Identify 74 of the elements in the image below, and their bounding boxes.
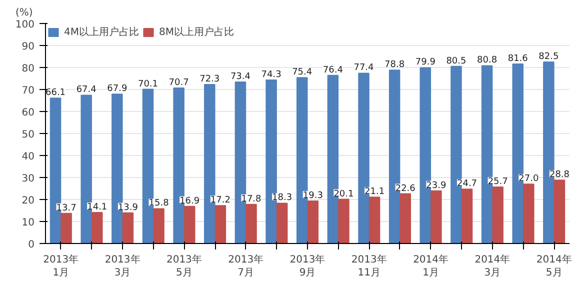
data-label: 70.7 [168, 78, 189, 88]
data-label: 27.0 [518, 174, 539, 184]
data-label: 70.1 [138, 79, 158, 90]
y-tick-label: 60 [22, 108, 35, 118]
data-label: 16.9 [180, 196, 200, 206]
x-tick-label: 2014年 3月 [474, 254, 510, 279]
bar [214, 205, 226, 244]
x-tick-label: 2013年 1月 [43, 254, 79, 279]
x-tick-label: 2014年 5月 [536, 254, 572, 279]
data-label: 24.7 [456, 179, 478, 190]
data-label: 19.3 [302, 191, 323, 202]
bar [492, 186, 504, 244]
data-label: 72.3 [200, 74, 220, 84]
data-label: 77.4 [354, 63, 374, 74]
data-label: 80.5 [446, 56, 466, 66]
data-label: 20.1 [334, 189, 354, 200]
data-label: 76.4 [322, 65, 344, 76]
x-tick-label: 2013年 7月 [228, 254, 264, 279]
data-label: 28.8 [549, 170, 570, 180]
y-tick-label: 0 [28, 240, 35, 250]
data-label: 67.9 [107, 84, 128, 94]
bar [461, 188, 473, 244]
data-label: 73.4 [230, 72, 251, 82]
x-tick-label: 2013年 9月 [290, 254, 326, 279]
bar [92, 212, 103, 244]
y-tick-label: 10 [22, 218, 35, 228]
y-tick-label: 90 [22, 42, 35, 52]
bar [60, 212, 72, 244]
data-label: 80.8 [477, 56, 498, 66]
data-label: 79.9 [415, 58, 436, 68]
x-tick-label: 2014年 1月 [413, 254, 449, 279]
data-label: 23.9 [426, 180, 446, 191]
y-axis-title: (%) [16, 8, 33, 18]
legend-label: 4M以上用户占比 [64, 26, 139, 39]
data-label: 21.1 [364, 187, 385, 198]
bar [400, 193, 411, 244]
data-label: 17.8 [241, 194, 262, 204]
data-label: 18.3 [272, 193, 292, 204]
bar [246, 204, 257, 244]
bar [368, 196, 380, 244]
data-label: 17.2 [210, 196, 230, 206]
y-tick-label: 20 [22, 196, 35, 206]
data-label: 74.3 [261, 70, 282, 80]
bar [523, 184, 534, 244]
data-label: 78.8 [384, 60, 405, 70]
bar [122, 212, 134, 244]
data-label: 13.9 [118, 202, 138, 213]
data-label: 81.6 [508, 54, 528, 64]
bar [184, 206, 196, 244]
legend-label: 8M以上用户占比 [159, 26, 234, 39]
y-tick-label: 70 [22, 86, 35, 96]
data-label: 67.4 [76, 85, 97, 96]
data-label: 14.1 [87, 202, 108, 212]
data-label: 13.7 [56, 203, 76, 214]
y-tick-label: 40 [22, 152, 35, 162]
data-label: 75.4 [292, 68, 312, 78]
data-label: 22.6 [395, 184, 416, 194]
bar [307, 200, 319, 244]
bar [430, 190, 442, 244]
x-tick-label: 2013年 11月 [351, 254, 387, 279]
y-tick-label: 80 [22, 64, 35, 74]
data-label: 15.8 [148, 198, 170, 209]
bar [338, 198, 350, 244]
data-label: 25.7 [488, 176, 508, 187]
data-label: 82.5 [538, 52, 559, 62]
y-tick-label: 30 [22, 174, 35, 184]
y-tick-label: 50 [22, 130, 35, 140]
bar [153, 208, 164, 244]
y-tick-label: 100 [15, 20, 35, 30]
data-label: 66.1 [46, 88, 66, 98]
bar [276, 202, 288, 244]
bar [554, 180, 566, 244]
x-tick-label: 2013年 5月 [166, 254, 202, 279]
x-tick-label: 2013年 3月 [104, 254, 140, 279]
